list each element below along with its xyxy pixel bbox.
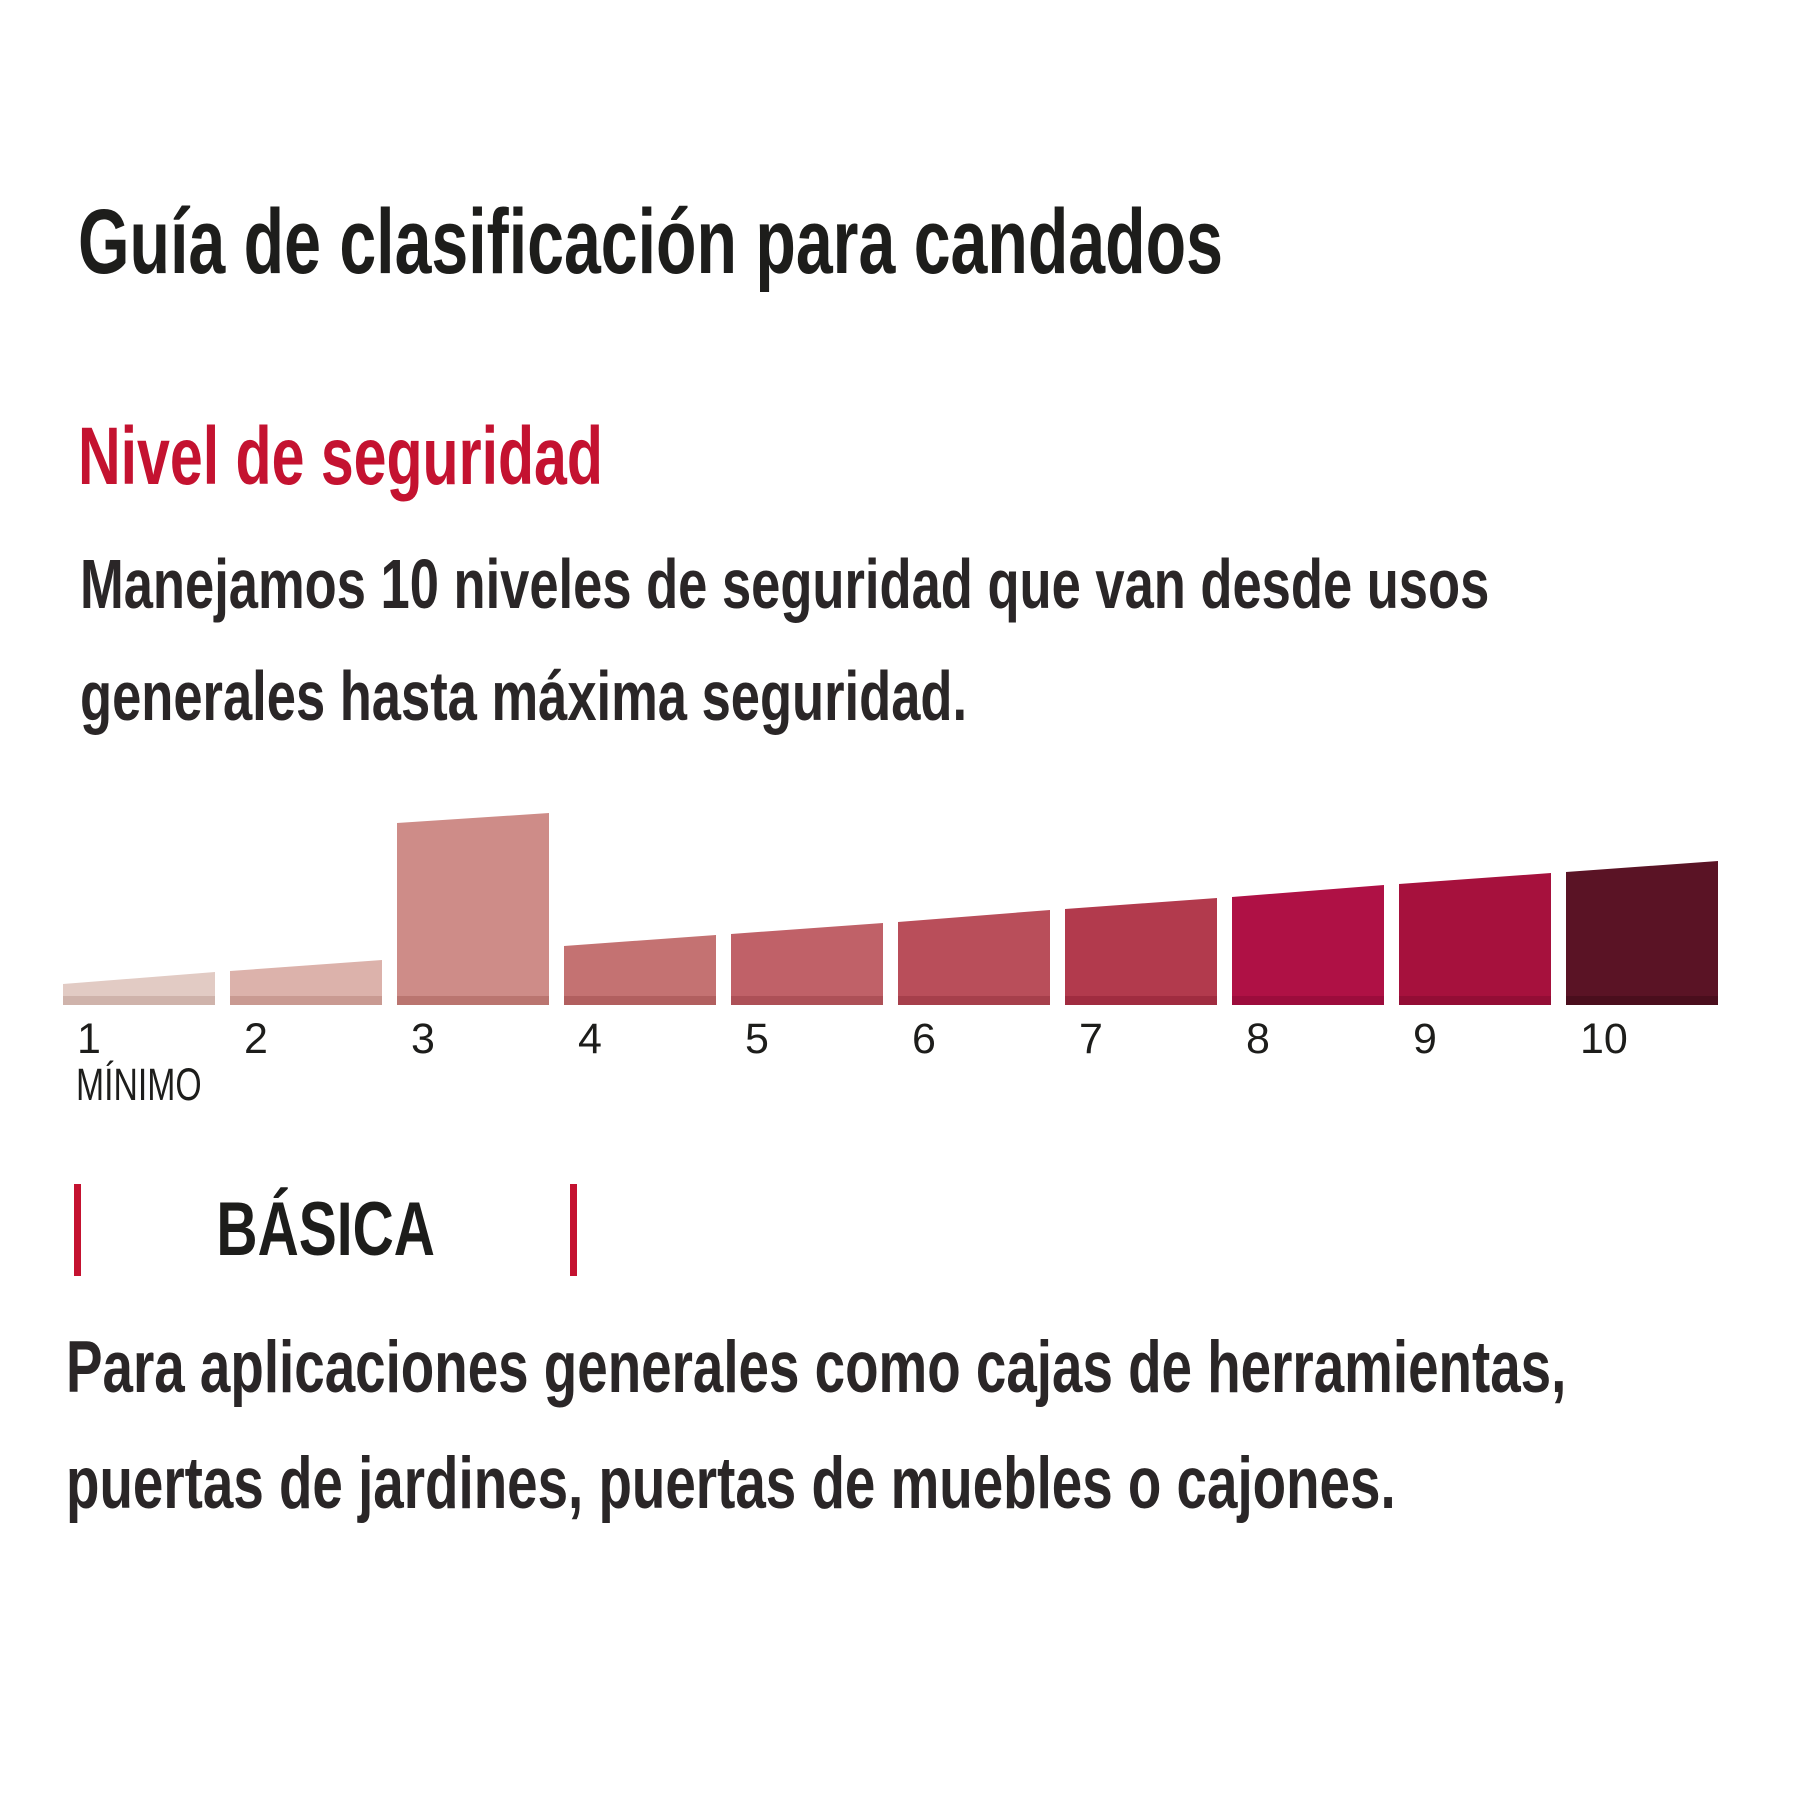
bar-label-2: 2 [244, 1015, 268, 1063]
bar-label-1: 1 [77, 1015, 101, 1063]
bar-level-3 [397, 813, 549, 1005]
section-heading-text: Nivel de seguridad [78, 411, 603, 502]
page-title: Guía de clasificación para candados [78, 196, 1668, 288]
bar-level-6-base-shade [898, 996, 1050, 1005]
bar-label-8: 8 [1246, 1015, 1270, 1063]
bar-level-8-base-shade [1232, 996, 1384, 1005]
category-description: Para aplicaciones generales como cajas d… [66, 1310, 1800, 1542]
category-desc-line-2: puertas de jardines, puertas de muebles … [66, 1443, 1396, 1524]
page-title-text: Guía de clasificación para candados [78, 191, 1223, 293]
category-left-tick [74, 1184, 81, 1276]
bar-level-2 [230, 960, 382, 1005]
intro-line-1: Manejamos 10 niveles de seguridad que va… [80, 545, 1490, 623]
bar-level-3-base-shade [397, 996, 549, 1005]
category-band: BÁSICA [74, 1184, 577, 1276]
minimum-label: MÍNIMO [76, 1059, 202, 1110]
bar-level-5-base-shade [731, 996, 883, 1005]
bar-label-10: 10 [1580, 1015, 1628, 1063]
security-level-chart [63, 813, 1718, 1005]
bar-label-9: 9 [1413, 1015, 1437, 1063]
intro-paragraph: Manejamos 10 niveles de seguridad que va… [80, 528, 1800, 752]
bar-level-9 [1399, 873, 1551, 1005]
category-name: BÁSICA [216, 1187, 435, 1272]
bar-level-6 [898, 910, 1050, 1005]
bar-level-1-base-shade [63, 996, 215, 1005]
bar-label-4: 4 [578, 1015, 602, 1063]
category-right-tick [569, 1184, 577, 1276]
bar-level-4 [564, 935, 716, 1005]
bar-level-5 [731, 923, 883, 1005]
bar-level-10 [1566, 861, 1718, 1005]
intro-line-2: generales hasta máxima seguridad. [80, 657, 968, 735]
bar-level-10-base-shade [1566, 996, 1718, 1005]
section-heading: Nivel de seguridad [78, 414, 807, 500]
bar-level-8 [1232, 885, 1384, 1005]
bar-level-7 [1065, 898, 1217, 1005]
bar-label-3: 3 [411, 1015, 435, 1063]
bar-level-4-base-shade [564, 996, 716, 1005]
bar-label-7: 7 [1079, 1015, 1103, 1063]
bar-level-2-base-shade [230, 996, 382, 1005]
bar-label-5: 5 [745, 1015, 769, 1063]
bar-level-9-base-shade [1399, 996, 1551, 1005]
bar-label-6: 6 [912, 1015, 936, 1063]
category-desc-line-1: Para aplicaciones generales como cajas d… [66, 1327, 1567, 1408]
bar-level-7-base-shade [1065, 996, 1217, 1005]
